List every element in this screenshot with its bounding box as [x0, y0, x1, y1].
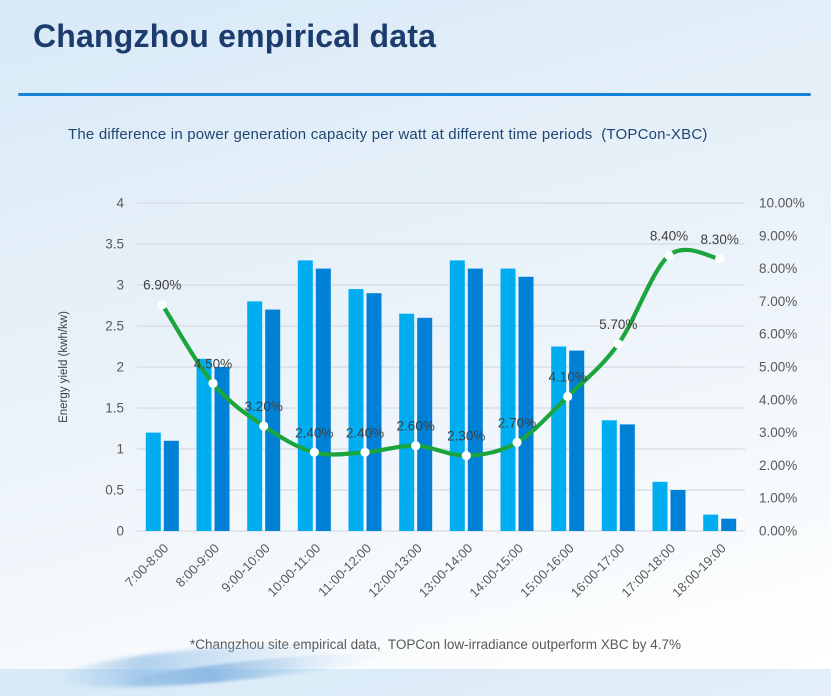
line-marker — [259, 421, 269, 431]
bar-dark-blue — [417, 317, 433, 531]
line-value-label: 2.30% — [447, 429, 485, 444]
bar-dark-blue — [670, 490, 686, 531]
bar-light-blue — [399, 313, 415, 531]
combo-chart: 0 0.5 1 1.5 2 2.5 3 3.5 4 0.00% 1.00% 2.00% 3.00% 4.0… — [50, 173, 831, 625]
left-axis-tick-label: 2 — [116, 360, 124, 375]
left-axis-tick-label: 0 — [116, 524, 124, 539]
line-value-label: 2.40% — [346, 425, 384, 440]
bar-dark-blue — [619, 424, 635, 531]
x-axis-tick-label: 10:00-11:00 — [264, 541, 323, 600]
line-marker — [309, 447, 319, 457]
right-axis-tick-label: 1.00% — [759, 491, 797, 506]
line-value-label: 8.40% — [650, 229, 688, 244]
line-marker — [461, 451, 471, 461]
bar-dark-blue — [163, 440, 179, 531]
bar-dark-blue — [214, 367, 230, 531]
x-axis-tick-label: 17:00-18:00 — [618, 541, 678, 601]
x-axis-tick-label: 12:00-13:00 — [365, 541, 425, 601]
bar-dark-blue — [315, 268, 331, 531]
x-axis-tick-label: 8:00-9:00 — [173, 541, 222, 590]
energy-yield-chart-canvas: 0 0.5 1 1.5 2 2.5 3 3.5 4 0.00% 1.00% 2.00% 3.00% 4.0… — [58, 196, 805, 601]
x-axis-tick-label: 18:00-19:00 — [669, 541, 729, 601]
bar-light-blue — [601, 420, 617, 531]
bar-light-blue — [449, 260, 465, 531]
page-title: Changzhou empirical data — [33, 18, 437, 54]
decorative-swoosh-highlight — [119, 647, 381, 693]
left-axis-tick-label: 0.5 — [105, 483, 124, 498]
bar-dark-blue — [518, 276, 534, 531]
bar-dark-blue — [265, 309, 281, 531]
line-marker — [157, 300, 167, 310]
line-marker — [563, 391, 573, 402]
difference-line-path — [160, 247, 722, 458]
line-value-label: 2.70% — [498, 415, 536, 430]
chart-subtitle: The difference in power generation capac… — [68, 126, 708, 143]
x-axis-tick-label: 14:00-15:00 — [466, 541, 526, 601]
line-value-label: 2.40% — [295, 425, 333, 440]
left-axis-tick-label: 1.5 — [105, 401, 124, 416]
right-axis-tick-label: 0.00% — [759, 524, 797, 539]
bar-dark-blue — [721, 518, 737, 531]
x-axis-tick-label: 16:00-17:00 — [568, 541, 628, 601]
bar-light-blue — [348, 289, 364, 531]
bar-light-blue — [297, 260, 313, 531]
left-axis-tick-label: 3.5 — [105, 237, 124, 252]
bar-dark-blue — [569, 350, 585, 531]
line-marker — [512, 437, 522, 447]
line-marker — [715, 254, 725, 264]
left-axis-tick-label: 1 — [116, 442, 124, 457]
right-axis-tick-label: 2.00% — [759, 458, 797, 473]
line-marker — [411, 441, 421, 451]
right-axis-tick-label: 6.00% — [759, 327, 797, 342]
line-value-label: 2.60% — [397, 419, 435, 434]
line-marker — [360, 447, 370, 457]
right-axis-tick-label: 10.00% — [759, 196, 805, 211]
right-axis-tick-label: 7.00% — [759, 294, 797, 309]
line-value-label: 4.50% — [194, 356, 232, 371]
bar-light-blue — [145, 432, 161, 531]
line-value-label: 3.20% — [245, 399, 283, 414]
left-axis-tick-label: 3 — [116, 278, 124, 293]
bar-light-blue — [652, 481, 668, 531]
bar-light-blue — [703, 514, 719, 531]
bar-dark-blue — [467, 268, 483, 531]
line-value-label: 8.30% — [701, 232, 739, 247]
line-marker — [613, 339, 623, 349]
right-axis-tick-label: 9.00% — [759, 228, 797, 243]
x-axis-tick-label: 7:00-8:00 — [122, 541, 171, 590]
title-underline-rule — [18, 93, 811, 96]
line-marker — [208, 378, 218, 388]
line-value-label: 6.90% — [143, 278, 181, 293]
bar-light-blue — [551, 346, 567, 531]
x-axis-tick-label: 13:00-14:00 — [416, 541, 476, 601]
x-axis-tick-label: 9:00-10:00 — [218, 541, 273, 596]
line-value-label: 5.70% — [599, 317, 637, 332]
line-marker — [664, 250, 674, 261]
right-axis-tick-label: 5.00% — [759, 360, 797, 375]
slide: Changzhou empirical data The difference … — [18, 18, 831, 696]
x-axis-tick-label: 15:00-16:00 — [517, 541, 577, 601]
line-value-label: 4.10% — [549, 370, 587, 385]
right-axis-tick-label: 4.00% — [759, 392, 797, 407]
bar-dark-blue — [366, 293, 382, 531]
bar-light-blue — [196, 358, 212, 531]
left-axis-title: Energy yield (kwh/kw) — [58, 311, 70, 423]
left-axis-tick-label: 2.5 — [105, 319, 124, 334]
bar-light-blue — [247, 301, 263, 531]
right-axis-tick-label: 8.00% — [759, 261, 797, 276]
bar-light-blue — [500, 268, 516, 531]
footnote: *Changzhou site empirical data, TOPCon l… — [190, 637, 681, 652]
right-axis-tick-label: 3.00% — [759, 425, 797, 440]
left-axis-tick-label: 4 — [116, 196, 124, 211]
